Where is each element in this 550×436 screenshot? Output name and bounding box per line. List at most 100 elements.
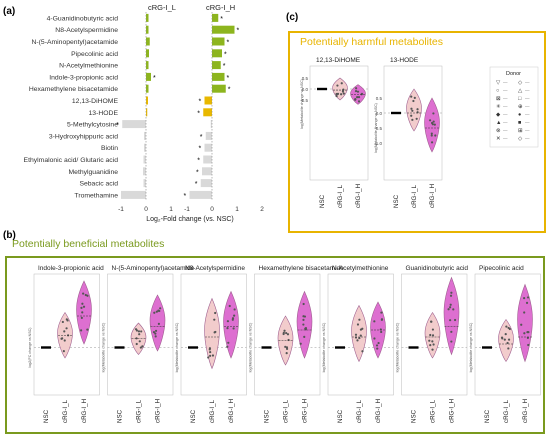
category-label: Pipecolinic acid xyxy=(71,51,118,58)
data-point xyxy=(285,352,288,355)
legend-symbol: ◆ xyxy=(496,112,501,118)
nsc-marker xyxy=(335,346,345,349)
violin xyxy=(332,77,348,101)
legend-entry: — xyxy=(525,128,530,133)
group-tick-label: NSC xyxy=(190,409,197,423)
data-point xyxy=(65,327,68,330)
data-point xyxy=(135,342,138,346)
data-point xyxy=(412,99,415,103)
y-axis-label: log(Metabolite change vs NSC) xyxy=(300,79,304,129)
legend-symbol: ▽ xyxy=(496,80,501,86)
data-point xyxy=(233,314,236,317)
nsc-marker xyxy=(482,346,492,349)
data-point xyxy=(431,340,434,343)
category-label: Hexamethylene bisacetamide xyxy=(29,86,118,93)
legend-symbol: ▲ xyxy=(496,120,501,126)
violin-plot-title: Indole-3-propionic acid xyxy=(38,265,104,272)
data-point xyxy=(159,307,162,310)
data-point xyxy=(452,308,455,311)
data-point xyxy=(525,301,529,304)
data-point xyxy=(226,327,229,330)
data-point xyxy=(154,335,157,338)
data-point xyxy=(411,109,414,112)
category-label: Tromethamine xyxy=(74,192,118,199)
bar xyxy=(146,37,150,46)
data-point xyxy=(232,327,235,330)
data-point xyxy=(336,84,339,87)
legend-entry: — xyxy=(525,136,530,141)
legend-entry: — xyxy=(503,96,508,101)
legend-symbol: ■ xyxy=(518,120,521,126)
data-point xyxy=(431,334,435,337)
bar xyxy=(210,120,212,129)
data-point xyxy=(410,107,413,110)
group-tick-label: cRG-I_H xyxy=(375,399,382,423)
data-point xyxy=(302,315,305,318)
legend-symbol: ✳ xyxy=(496,103,501,110)
data-point xyxy=(154,329,158,332)
column-title: cRG-I_H xyxy=(206,3,235,12)
plot-frame xyxy=(254,273,321,396)
y-axis-label: log(Metabolite change vs NSC) xyxy=(175,323,179,373)
data-point xyxy=(432,112,435,115)
bar xyxy=(143,179,146,188)
data-point xyxy=(213,318,216,321)
data-point xyxy=(358,336,361,340)
data-point xyxy=(527,331,530,334)
bar xyxy=(212,49,222,58)
data-point xyxy=(526,336,529,339)
legend-entry: — xyxy=(503,120,508,125)
data-point xyxy=(449,306,452,309)
legend-frame xyxy=(489,66,539,148)
group-tick-label: cRG-I_L xyxy=(356,399,363,423)
data-point xyxy=(286,333,290,336)
data-point xyxy=(62,350,65,353)
data-point xyxy=(226,320,230,323)
data-point xyxy=(429,343,432,347)
bar xyxy=(146,72,151,81)
data-point xyxy=(508,327,511,331)
data-point xyxy=(299,342,302,345)
category-label: N8-Acetylspermidine xyxy=(55,27,118,34)
x-tick-label: 2 xyxy=(260,206,264,213)
violin xyxy=(223,290,239,359)
data-point xyxy=(505,325,508,328)
y-axis-label: log(Metabolite change vs NSC) xyxy=(469,323,473,373)
data-point xyxy=(410,114,413,117)
bar xyxy=(146,25,149,34)
legend-entry: — xyxy=(525,120,530,125)
data-point xyxy=(453,318,457,322)
violin-plot-title: 13-HODE xyxy=(390,57,419,64)
data-point xyxy=(411,118,414,121)
nsc-marker xyxy=(41,346,51,349)
data-point xyxy=(154,332,157,335)
group-tick-label: cRG-I_L xyxy=(283,399,290,423)
data-point xyxy=(354,89,358,93)
significance-star: * xyxy=(116,122,119,129)
data-point xyxy=(450,330,453,333)
significance-star: * xyxy=(200,134,203,141)
legend-symbol: ◇ xyxy=(518,80,523,86)
data-point xyxy=(504,333,507,336)
data-point xyxy=(208,347,212,350)
data-point xyxy=(527,343,530,347)
violin-plot-title: N-(5-Aminopentyl)acetamide xyxy=(112,265,195,272)
data-point xyxy=(507,347,510,350)
data-point xyxy=(430,121,434,125)
x-tick-label: 1 xyxy=(235,206,239,213)
data-point xyxy=(282,331,285,334)
significance-star: * xyxy=(195,181,198,188)
violin-plot-title: 12,13-DiHOME xyxy=(316,57,361,64)
x-tick-label: -1 xyxy=(184,206,190,213)
bar xyxy=(204,143,212,152)
bar xyxy=(212,25,235,34)
group-tick-label: cRG-I_L xyxy=(411,184,418,208)
data-point xyxy=(375,344,379,347)
x-tick-label: 0 xyxy=(210,206,214,213)
violin-plot-title: N-Acetylmethionine xyxy=(332,265,389,272)
violin xyxy=(517,283,533,363)
data-point xyxy=(356,323,360,326)
data-point xyxy=(340,93,343,96)
bar xyxy=(212,13,219,22)
legend-symbol: △ xyxy=(518,88,523,94)
